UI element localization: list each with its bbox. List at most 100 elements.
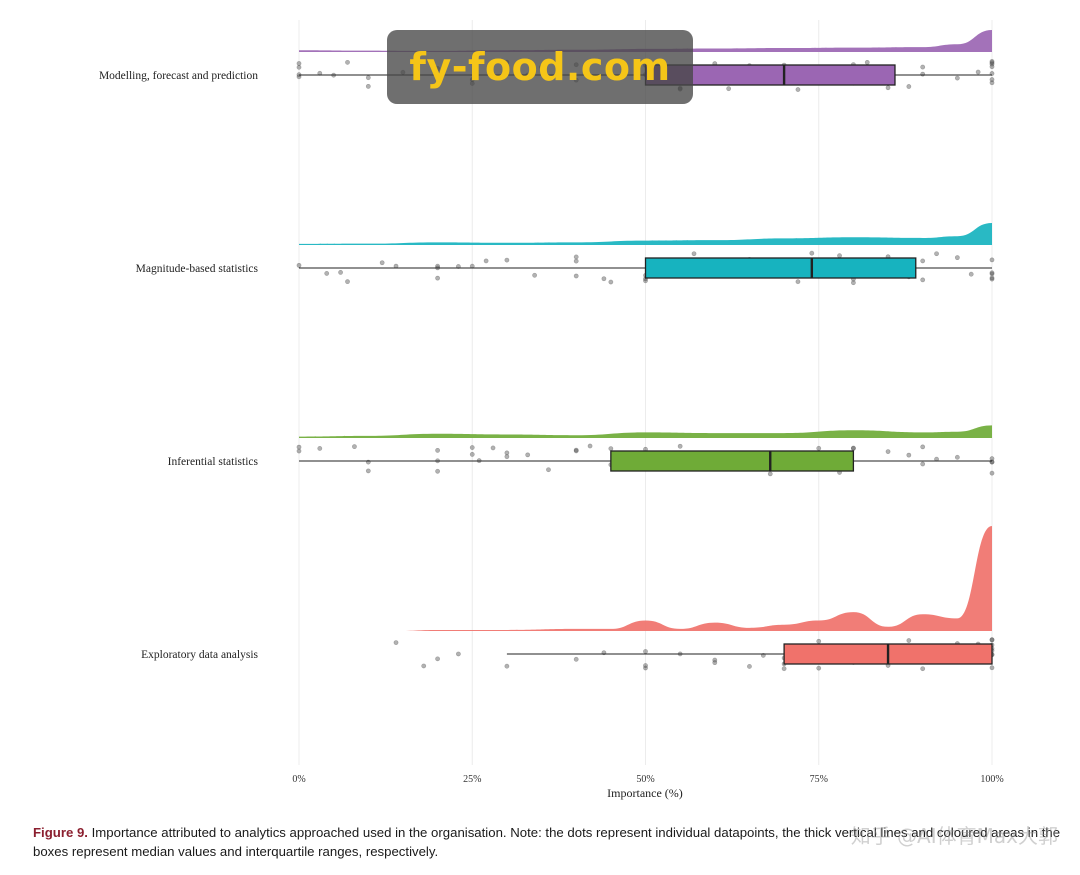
data-point [573,254,579,260]
data-point [573,258,579,264]
data-point [296,444,302,450]
data-point [573,273,579,279]
data-point [573,656,579,662]
data-point [712,657,718,663]
data-point [324,271,330,276]
data-point [968,271,974,277]
data-point [726,86,732,92]
x-tick-label: 75% [810,774,828,785]
data-point [920,277,926,283]
density-cloud [299,223,992,245]
data-point [767,471,773,477]
data-point [677,443,683,449]
x-axis-title: Importance (%) [607,786,683,800]
data-point [954,255,960,261]
data-point [920,64,926,70]
data-point [885,449,891,454]
corner-watermark: 知乎 @AI体育Max大郭 [850,824,1058,848]
series-group: Modelling, forecast and prediction [99,30,995,92]
data-point [691,251,697,257]
series-group: Magnitude-based statistics [136,223,995,286]
data-point [989,637,995,643]
data-point [816,445,822,451]
data-point [643,665,648,671]
density-cloud [299,30,992,52]
data-point [989,271,995,277]
data-point [345,279,350,285]
data-point [643,663,648,668]
iqr-box [610,450,855,472]
data-point [906,84,912,89]
density-cloud [299,425,992,438]
data-point [989,276,995,282]
data-point [837,253,842,259]
data-point [573,447,579,453]
data-point [504,454,510,460]
caption-text: Importance attributed to analytics appro… [33,825,1061,859]
data-point [934,251,939,257]
data-point [989,61,995,67]
category-label: Magnitude-based statistics [136,263,259,275]
x-tick-label: 100% [980,774,1003,785]
watermark-text: fy-food.com [409,45,671,89]
data-point [352,444,357,450]
data-point [365,75,371,81]
data-point [601,276,607,282]
data-point [365,83,371,89]
data-point [504,663,510,669]
figure-label: Figure 9. [33,825,88,840]
data-point [504,450,510,456]
data-point [345,59,350,65]
data-point [365,468,371,474]
data-point [504,257,510,263]
data-point [989,80,995,86]
data-point [906,452,912,458]
data-point [920,444,926,450]
data-point [989,77,995,82]
data-point [816,638,822,644]
data-point [795,279,801,285]
category-label: Modelling, forecast and prediction [99,70,258,82]
data-point [781,666,787,672]
data-point [490,445,496,451]
data-point [816,665,822,671]
data-point [989,270,995,276]
data-point [712,660,718,666]
data-point [435,468,440,474]
data-point [296,448,302,454]
data-point [421,663,427,669]
data-point [435,447,440,453]
raincloud-chart: Modelling, forecast and prediction Magnit… [99,20,1004,800]
data-point [989,637,995,643]
data-point [296,64,302,70]
data-point [393,640,399,646]
data-point [546,467,551,473]
data-point [435,275,440,281]
data-point [885,85,891,91]
data-point [643,649,648,654]
density-cloud [396,526,992,631]
data-point [587,443,593,449]
data-point [954,75,960,81]
data-point [608,446,614,451]
plot-area: Modelling, forecast and prediction Magnit… [99,30,995,672]
data-point [989,59,995,64]
series-group: Exploratory data analysis [141,526,995,672]
data-point [989,456,995,462]
data-point [469,451,475,457]
data-point [379,260,385,266]
data-point [864,59,870,65]
category-label: Inferential statistics [168,456,259,468]
x-tick-label: 25% [463,774,481,785]
data-point [954,454,960,460]
data-point [296,262,302,268]
category-label: Exploratory data analysis [141,649,258,661]
x-tick-label: 0% [292,774,305,785]
iqr-box [644,257,917,279]
data-point [455,651,461,657]
data-point [525,452,531,458]
data-point [989,470,995,476]
data-point [809,250,815,256]
series-group: Inferential statistics [168,425,995,477]
data-point [920,71,926,77]
